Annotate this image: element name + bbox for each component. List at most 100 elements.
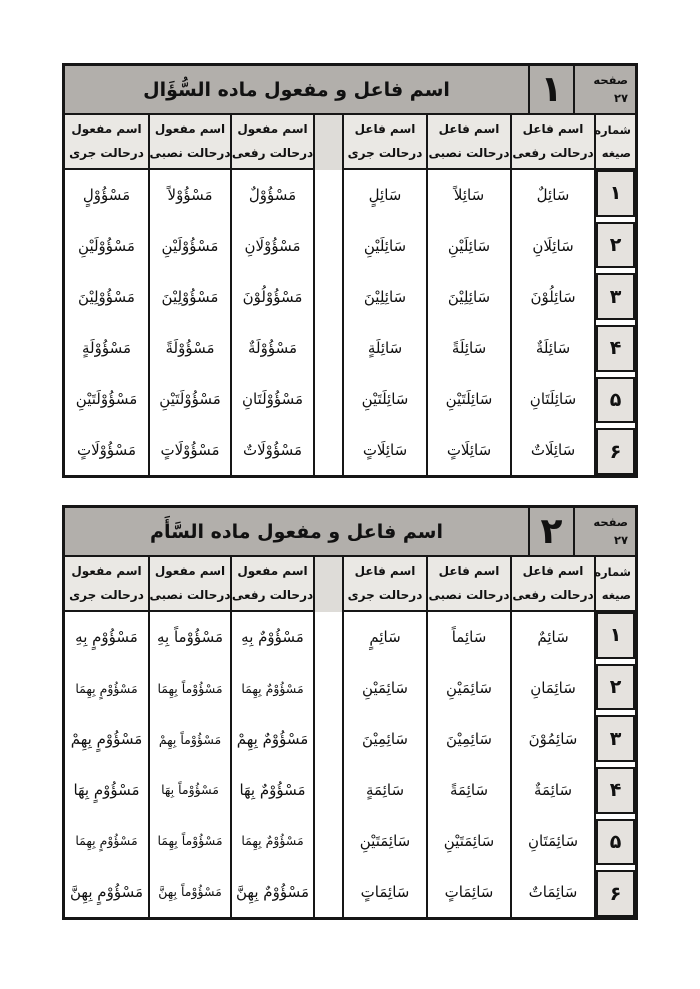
table-number: ۲ [528,508,573,557]
serial-header-line1: شماره [594,123,631,138]
word-cell: مَسْؤُوْمٌ بِهِمْ [236,730,309,749]
table-title-band: صفحه ۲۷ ۲ اسم فاعل و مفعول ماده السَّأَم [65,508,635,557]
column-header-line2: درحالت جری [347,145,423,160]
word-cell: مَسْؤُوْلَيْنِ [78,237,135,256]
column-header-line1: اسم فاعل [522,122,584,137]
serial-header-line1: شماره [594,565,631,580]
column-header-line2: درحالت رفعی [512,145,594,160]
word-cell: سَائِمِيْنَ [362,730,408,749]
word-cell: سَائِلَانِ [532,237,574,256]
data-column: مَسْؤُوْلاً مَسْؤُوْلَيْنِ مَسْؤُوْلِيْنَ م… [148,170,230,475]
word-cell: مَسْؤُوْلَيْنِ [161,237,219,256]
column-header-line2: درحالت رفعی [231,587,314,602]
divider-strip [313,557,342,612]
word-cell: مَسْؤُوْمٌ بِهِ [241,628,304,647]
word-cell: مَسْؤُوْلَةً [165,338,215,357]
word-cell: سَائِمَتَيْنِ [443,831,495,850]
row-number-cell: ۶ [596,428,635,476]
column-header-cell: اسم فاعل درحالت نصبی [426,115,510,170]
word-cell: مَسْؤُوْلِيْنَ [78,288,135,307]
row-number-cell: ۴ [596,767,635,814]
word-cell: مَسْؤُوْلٌ [248,186,297,205]
column-header-row: شماره صیغه اسم فاعل درحالت رفعی اسم فاعل در… [65,557,635,612]
word-cell: سَائِلٍ [368,186,402,205]
data-column: سَائِماً سَائِمَيْنِ سَائِمِيْنَ سَائِمَةً س… [426,612,510,917]
word-cell: مَسْؤُوْلَةٌ [247,338,298,357]
page-ref-cell: صفحه ۲۷ [573,508,635,557]
word-cell: سَائِلَتَانِ [529,389,577,408]
data-column: مَسْؤُوْماً بِهِ مَسْؤُوْماً بِهِمَا مَسْؤ… [148,612,230,917]
grammar-table-1: صفحه ۲۷ ۱ اسم فاعل و مفعول ماده السُّؤَا… [62,63,638,478]
word-cell: سَائِلُوْنَ [530,288,576,307]
column-header-line1: اسم مفعول [71,122,142,137]
word-cell: سَائِلَةٌ [535,338,571,357]
word-cell: سَائِلاً [453,186,485,205]
word-cell: مَسْؤُوْماً بِهِمَا [157,833,223,849]
word-cell: مَسْؤُوْلُوْنَ [242,288,303,307]
word-cell: مَسْؤُوْلَةٍ [81,338,132,357]
word-cell: مَسْؤُوْماً بِهِ [157,628,223,647]
word-cell: مَسْؤُوْمٌ بِهَا [239,780,306,799]
word-cell: مَسْؤُوْلَاتٍ [160,440,220,459]
column-header-line2: درحالت جری [69,145,144,160]
grammar-table-2: صفحه ۲۷ ۲ اسم فاعل و مفعول ماده السَّأَم… [62,505,638,920]
column-header-line1: اسم فاعل [438,122,500,137]
word-cell: سَائِمَانِ [530,679,576,698]
word-cell: مَسْؤُوْلَانِ [244,237,301,256]
serial-header-cell: شماره صیغه [594,557,635,612]
word-cell: سَائِلَاتٍ [446,440,492,459]
row-number-cell: ۱ [596,170,635,217]
column-header-cell: اسم مفعول درحالت رفعی [230,557,313,612]
column-header-line2: درحالت جری [69,587,144,602]
serial-header-cell: شماره صیغه [594,115,635,170]
word-cell: سَائِمَاتٍ [444,882,494,901]
word-cell: سَائِمٍ [369,628,401,647]
data-column: مَسْؤُوْلٌ مَسْؤُوْلَانِ مَسْؤُوْلُوْنَ مَس… [230,170,313,475]
page-label: صفحه [593,73,628,88]
data-column: مَسْؤُوْمٍ بِهِ مَسْؤُوْمٍ بِهِمَا مَسْؤُو… [65,612,148,917]
word-cell: سَائِلَةٍ [367,338,403,357]
column-header-line1: اسم مفعول [237,122,308,137]
word-cell: مَسْؤُوْمٌ بِهِنَّ [236,882,309,901]
serial-header-line2: صیغه [601,587,631,602]
row-number-cell: ۱ [596,612,635,659]
column-header-line1: اسم فاعل [354,122,416,137]
word-cell: سَائِمَةً [449,780,489,799]
column-header-line2: درحالت نصبی [149,587,231,602]
word-cell: سَائِلَيْنِ [447,237,491,256]
word-cell: سَائِمِيْنَ [446,730,492,749]
data-column: سَائِمٍ سَائِمَيْنِ سَائِمِيْنَ سَائِمَةٍ سَ… [342,612,426,917]
word-cell: مَسْؤُوْمٍ بِهِمْ [70,730,143,749]
column-header-line2: درحالت نصبی [149,145,231,160]
column-header-line1: اسم مفعول [154,564,226,579]
column-header-cell: اسم مفعول درحالت نصبی [148,557,230,612]
word-cell: سَائِمَيْنِ [446,679,492,698]
word-cell: سَائِلٌ [536,186,570,205]
page-number: ۲۷ [613,532,628,547]
column-header-cell: اسم مفعول درحالت جری [65,557,148,612]
word-cell: سَائِلِيْنَ [447,288,491,307]
data-column: مَسْؤُوْلٍ مَسْؤُوْلَيْنِ مَسْؤُوْلِيْنَ مَ… [65,170,148,475]
word-cell: سَائِمَةٌ [533,780,573,799]
column-header-cell: اسم مفعول درحالت نصبی [148,115,230,170]
row-number-cell: ۳ [596,715,635,763]
column-header-line1: اسم فاعل [354,564,416,579]
word-cell: سَائِمَتَانِ [527,831,579,850]
row-number-cell: ۵ [596,818,635,866]
table-title: اسم فاعل و مفعول ماده السَّأَم [65,508,528,557]
word-cell: مَسْؤُوْمٍ بِهَا [73,780,140,799]
column-header-line2: درحالت نصبی [428,587,510,602]
column-header-cell: اسم فاعل درحالت جری [342,557,426,612]
word-cell: سَائِمَيْنِ [362,679,408,698]
word-cell: سَائِلَيْنِ [363,237,407,256]
column-header-line1: اسم مفعول [71,564,142,579]
word-cell: مَسْؤُوْمٍ بِهِ [75,628,138,647]
word-cell: سَائِمٌ [537,628,569,647]
column-header-line1: اسم فاعل [438,564,500,579]
word-cell: مَسْؤُوْلَاتٌ [242,440,303,459]
page-number: ۲۷ [613,90,628,105]
word-cell: مَسْؤُوْمٍ بِهِمَا [75,833,138,849]
